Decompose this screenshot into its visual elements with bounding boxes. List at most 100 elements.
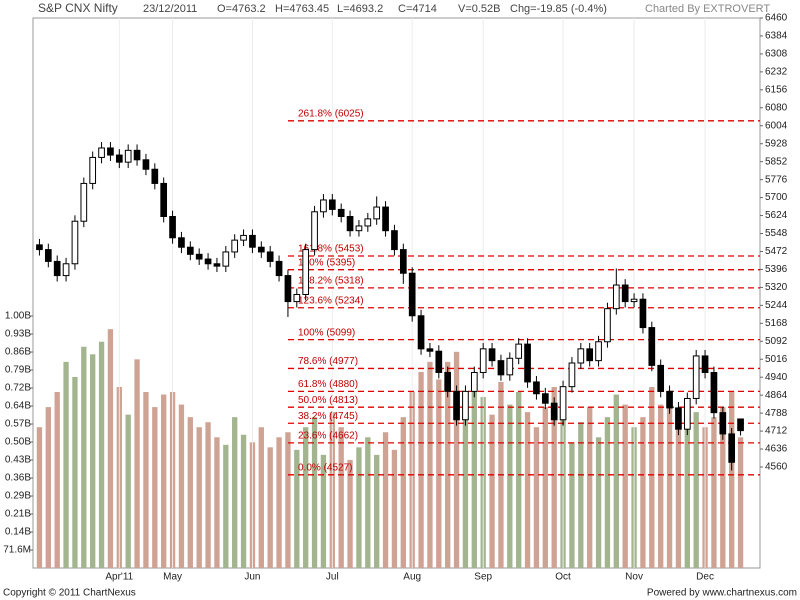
volume-bar <box>489 414 495 568</box>
candle-body <box>178 237 185 248</box>
candle-body <box>612 284 620 310</box>
y-tick-label: 4940 <box>765 372 788 383</box>
volume-bar <box>462 394 469 568</box>
volume-bar <box>178 404 185 568</box>
candle-body <box>710 371 718 414</box>
volume-bar <box>604 417 611 568</box>
candle-body <box>533 381 540 395</box>
candle-body <box>426 348 434 352</box>
candle-body <box>737 418 744 432</box>
fib-label: 23.6% (4662) <box>298 431 358 442</box>
candle-body <box>222 251 230 267</box>
candle-body <box>683 397 691 430</box>
fib-label: 50.0% (4813) <box>298 395 358 406</box>
header-close: C=4714 <box>398 3 437 15</box>
candle-body <box>524 343 531 383</box>
volume-bar <box>161 394 167 568</box>
y-tick-label: 4864 <box>765 390 788 401</box>
candle-body <box>36 244 43 251</box>
volume-bar <box>595 437 602 568</box>
volume-bar <box>45 407 51 568</box>
volume-tick-label: 0.21B <box>5 509 31 520</box>
volume-tick-label: 0.29B <box>5 491 31 502</box>
x-tick-label: Dec <box>696 572 714 583</box>
header-high: H=4763.45 <box>275 3 329 15</box>
volume-bar <box>436 379 442 568</box>
volume-bar <box>675 414 682 568</box>
y-tick-label: 5928 <box>765 138 788 149</box>
header-date: 23/12/2011 <box>143 3 197 15</box>
candle-body <box>284 275 292 303</box>
volume-bar <box>693 412 699 568</box>
y-tick-label: 5016 <box>765 354 788 365</box>
volume-bar <box>187 417 193 568</box>
volume-bar <box>587 407 593 568</box>
volume-bar <box>267 447 273 568</box>
volume-bar <box>81 346 87 568</box>
volume-bar <box>196 427 202 568</box>
volume-bar <box>365 437 371 568</box>
volume-tick-label: 0.14B <box>5 527 31 538</box>
candle-body <box>488 348 496 362</box>
fib-label: 78.6% (4977) <box>298 356 358 367</box>
volume-tick-label: 0.36B <box>5 473 31 484</box>
x-tick-label: Oct <box>555 572 571 583</box>
volume-bar <box>152 407 158 568</box>
volume-bar <box>214 437 220 568</box>
volume-bar <box>356 447 362 568</box>
y-tick-label: 4712 <box>765 426 788 437</box>
volume-tick-label: 0.50B <box>5 437 31 448</box>
y-tick-label: 5396 <box>765 264 788 275</box>
candle-body <box>337 208 345 218</box>
y-tick-label: 4636 <box>765 444 788 455</box>
y-tick-label: 5092 <box>765 336 788 347</box>
x-tick-label: Jun <box>244 572 260 583</box>
fib-label: 61.8% (4880) <box>298 379 358 390</box>
volume-bar <box>649 386 655 568</box>
volume-bar <box>453 351 460 568</box>
candle-body <box>346 216 354 232</box>
volume-bar <box>551 386 557 568</box>
candle-body <box>391 230 398 251</box>
candle-body <box>399 249 407 274</box>
candle-body <box>320 199 327 213</box>
candle-body <box>328 199 336 210</box>
candle-body <box>186 246 194 255</box>
volume-bar <box>374 454 380 568</box>
x-tick-label: Nov <box>625 572 643 583</box>
volume-bar <box>223 444 229 568</box>
footer-copyright: Copyright © 2011 ChartNexus <box>3 588 136 599</box>
volume-bar <box>311 417 318 568</box>
y-tick-label: 6460 <box>765 13 788 24</box>
header-change: Chg=-19.85 (-0.4%) <box>510 3 607 15</box>
volume-bar <box>613 394 619 568</box>
volume-tick-label: 0.57B <box>5 419 31 430</box>
candle-body <box>568 362 576 388</box>
volume-bar <box>400 417 406 568</box>
volume-bar <box>54 392 60 568</box>
candle-body <box>382 206 389 232</box>
candle-body <box>311 211 318 251</box>
candle-body <box>142 159 150 170</box>
y-tick-label: 5548 <box>765 228 788 239</box>
candle-body <box>444 371 452 392</box>
candle-body <box>107 147 114 156</box>
y-tick-label: 5168 <box>765 318 788 329</box>
volume-bar <box>232 417 238 568</box>
candle-body <box>577 348 585 364</box>
candle-body <box>293 293 301 303</box>
volume-bar <box>63 361 69 568</box>
volume-bar <box>445 361 451 568</box>
candle-body <box>648 327 656 366</box>
candle-body <box>302 249 310 295</box>
volume-bar <box>622 404 628 568</box>
y-tick-label: 5244 <box>765 300 788 311</box>
candle-body <box>71 220 79 265</box>
candle-body <box>435 350 443 373</box>
y-tick-label: 6080 <box>765 102 788 113</box>
volume-bar <box>72 376 78 568</box>
volume-bar <box>98 341 105 568</box>
volume-tick-label: 0.72B <box>5 383 31 394</box>
volume-bar <box>640 417 646 568</box>
